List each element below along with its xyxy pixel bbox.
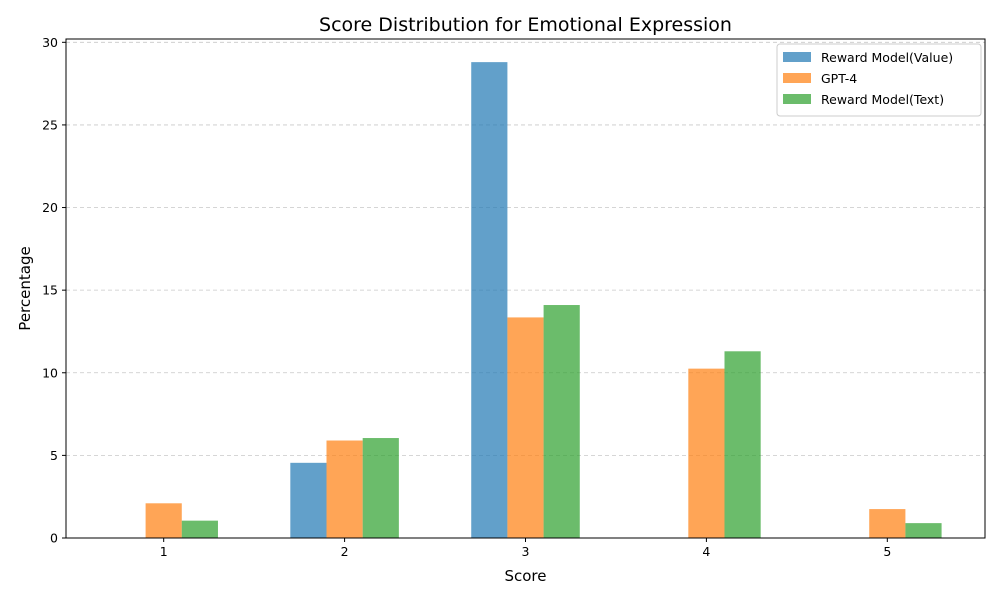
x-tick-label: 4 [702,544,710,559]
y-axis-label: Percentage [16,246,34,330]
y-tick-label: 20 [42,200,58,215]
ticks-layer: 0 5 10 15 20 25 30 1 2 3 4 5 [42,35,891,559]
bar [326,440,363,538]
x-axis-label: Score [504,567,546,585]
bar [471,62,508,539]
legend-entry: Reward Model(Value) [821,50,953,65]
bar [181,520,218,538]
y-tick-label: 25 [42,117,58,132]
bar [869,509,906,538]
bar [362,438,399,538]
x-tick-label: 1 [160,544,168,559]
bar [905,523,942,538]
x-tick-label: 5 [883,544,891,559]
x-tick-label: 2 [341,544,349,559]
bar [290,462,327,538]
legend: Reward Model(Value) GPT-4 Reward Model(Tex… [776,43,982,117]
bar [145,503,182,538]
y-tick-label: 5 [50,448,58,463]
y-tick-label: 30 [42,35,58,50]
legend-swatch [783,52,811,62]
x-tick-label: 3 [522,544,530,559]
chart-title: Score Distribution for Emotional Express… [319,14,732,36]
bar [688,368,725,538]
legend-box [776,43,982,117]
bar [724,351,761,538]
legend-entry: Reward Model(Text) [821,92,944,107]
bars-layer [145,62,942,539]
bar [543,305,580,538]
y-tick-label: 15 [42,283,58,298]
bar [507,317,544,538]
y-tick-label: 0 [50,531,58,546]
legend-entry: GPT-4 [821,71,857,86]
legend-swatch [783,94,811,104]
y-tick-label: 10 [42,365,58,380]
legend-swatch [783,73,811,83]
